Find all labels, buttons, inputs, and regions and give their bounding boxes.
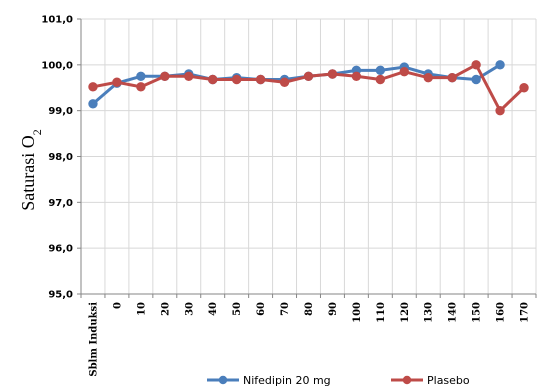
legend-item: Nifedipin 20 mg: [207, 374, 331, 387]
y-tick-label: 96,0: [48, 244, 73, 255]
x-tick-label: 0: [112, 302, 123, 309]
data-point: [351, 71, 362, 81]
y-tick-label: 101,0: [41, 15, 73, 26]
x-tick-label: 20: [160, 302, 171, 316]
x-tick-label: 160: [496, 302, 507, 323]
data-point: [519, 83, 529, 93]
y-tick-label: 100,0: [41, 60, 73, 71]
data-point: [495, 60, 505, 70]
chart-legend: Nifedipin 20 mg Plasebo: [207, 374, 470, 387]
x-tick-label: Sblm Induksi: [88, 302, 99, 377]
data-point: [375, 74, 386, 85]
y-tick-label: 97,0: [48, 198, 73, 209]
legend-label: Plasebo: [427, 374, 470, 387]
data-point: [399, 67, 409, 77]
data-point: [208, 74, 218, 85]
data-point: [303, 71, 314, 81]
data-point: [160, 71, 170, 81]
data-point: [327, 69, 338, 79]
data-point: [447, 72, 457, 83]
x-tick-label: 150: [472, 302, 483, 323]
x-tick-label: 110: [376, 302, 387, 323]
data-point: [136, 82, 146, 92]
data-point: [112, 77, 122, 87]
data-point: [423, 72, 433, 83]
data-point: [495, 105, 505, 116]
y-tick-label: 95,0: [48, 290, 73, 301]
x-tick-label: 100: [352, 302, 363, 323]
chart-grid: [81, 18, 537, 295]
data-point: [88, 99, 98, 109]
x-tick-label: 90: [328, 302, 339, 316]
legend-swatch-marker: [218, 375, 228, 385]
data-point: [255, 74, 266, 85]
x-tick-label: 30: [184, 302, 195, 316]
data-point: [471, 74, 481, 85]
data-point: [88, 82, 98, 92]
data-point: [136, 71, 146, 81]
series-plasebo: [88, 60, 529, 116]
legend-label: Nifedipin 20 mg: [243, 374, 331, 387]
x-tick-label: 80: [304, 302, 315, 316]
data-point: [279, 77, 290, 87]
x-tick-label: 10: [136, 302, 147, 316]
x-tick-label: 130: [424, 302, 435, 323]
data-point: [375, 65, 386, 76]
data-point: [471, 60, 481, 70]
x-tick-label: 70: [280, 302, 291, 316]
y-axis-label: Saturasi O2: [18, 129, 44, 211]
data-point: [184, 71, 194, 81]
chart-series: [88, 60, 529, 116]
y-tick-labels: 95,0 96,0 97,0 98,0 99,0 100,0 101,0: [41, 15, 73, 301]
y-tick-label: 99,0: [48, 106, 73, 117]
legend-swatch-marker: [402, 375, 412, 385]
x-tick-label: 60: [256, 302, 267, 316]
x-tick-label: 140: [448, 302, 459, 323]
y-tick-label: 98,0: [48, 152, 73, 163]
x-tick-label: 120: [400, 302, 411, 323]
x-tick-label: 40: [208, 302, 219, 316]
x-tick-label: 50: [232, 302, 243, 316]
chart-axes: [77, 18, 537, 298]
x-tick-label: 170: [520, 302, 531, 323]
legend-item: Plasebo: [391, 374, 470, 387]
data-point: [231, 74, 242, 85]
x-tick-labels: Sblm Induksi 0 10 20 30 40 50 60 70 80 90 100 110 120…: [88, 302, 530, 377]
